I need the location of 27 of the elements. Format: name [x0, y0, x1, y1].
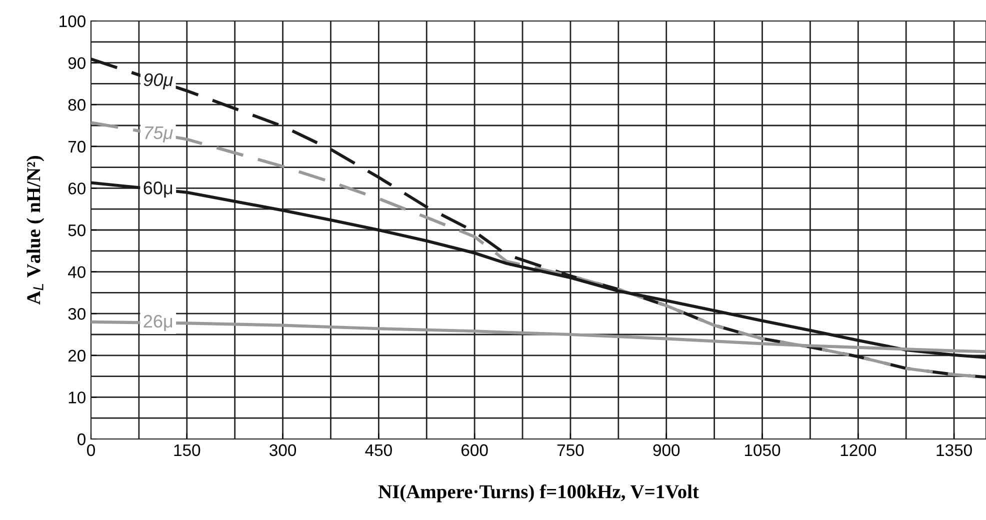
series-label: 60μ	[144, 182, 172, 198]
x-tick-label: 450	[365, 444, 392, 456]
x-tick-label: 150	[174, 444, 200, 456]
x-axis-title: NI(Ampere·Turns) f=100kHz, V=1Volt	[378, 484, 699, 502]
x-tick-label: 750	[557, 444, 584, 456]
x-tick-label: 0	[87, 444, 95, 456]
y-tick-label: 70	[68, 140, 86, 153]
x-tick-label: 1350	[936, 444, 972, 456]
x-tick-label: 1200	[840, 444, 876, 456]
y-tick-label: 40	[68, 266, 86, 278]
x-tick-label: 600	[462, 444, 488, 456]
y-tick-label: 80	[68, 99, 86, 111]
series-label: 75μ	[145, 126, 173, 142]
y-tick-label: 100	[60, 15, 86, 28]
x-tick-label: 300	[270, 444, 296, 456]
series-label: 26μ	[144, 314, 172, 331]
y-axis-title: A$_{L}$ Value ( nH/N²)	[26, 156, 44, 305]
y-tick-label: 10	[68, 392, 86, 404]
y-tick-label: 50	[68, 224, 86, 236]
y-tick-label: 20	[68, 350, 86, 362]
y-tick-label: 60	[68, 182, 86, 194]
series-label: 90μ	[144, 73, 173, 90]
y-tick-label: 0	[78, 433, 86, 446]
y-tick-label: 90	[68, 57, 86, 70]
x-tick-label: 1050	[744, 444, 780, 456]
y-tick-label: 30	[68, 308, 86, 320]
x-tick-label: 900	[653, 444, 680, 456]
